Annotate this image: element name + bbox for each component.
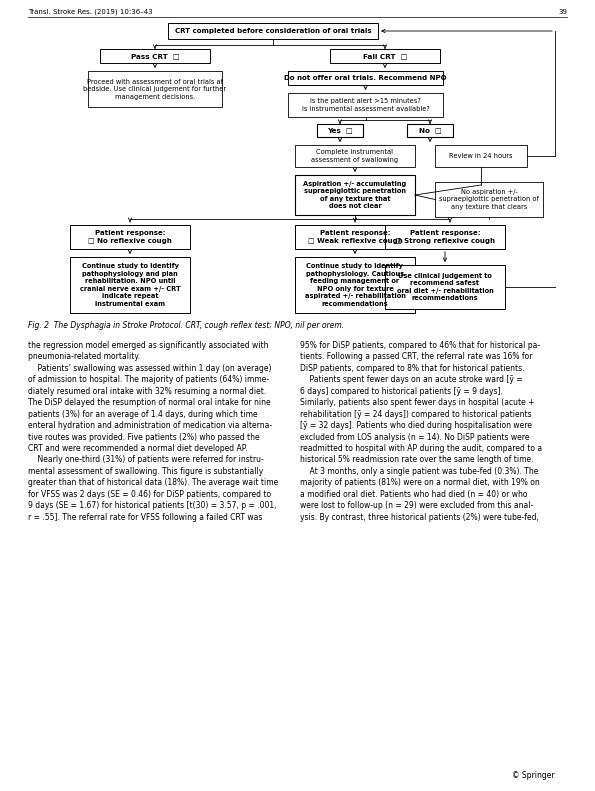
Text: Yes  □: Yes □ (327, 127, 353, 134)
Bar (330, 49, 440, 63)
Text: Fail CRT  □: Fail CRT □ (363, 53, 407, 59)
Text: Transl. Stroke Res. (2019) 10:36–43: Transl. Stroke Res. (2019) 10:36–43 (28, 9, 153, 15)
Bar (295, 225, 415, 249)
Bar (295, 175, 415, 215)
Bar (295, 257, 415, 313)
Bar (70, 257, 190, 313)
Bar (168, 23, 378, 39)
Text: Continue study to identify
pathophysiology. Cautious
feeding management or
NPO o: Continue study to identify pathophysiolo… (305, 263, 405, 307)
Text: No aspiration +/-
supraepiglottic penetration of
any texture that clears: No aspiration +/- supraepiglottic penetr… (439, 189, 539, 210)
Text: Review in 24 hours: Review in 24 hours (449, 153, 513, 159)
Bar (88, 71, 222, 107)
Text: Continue study to identify
pathophysiology and plan
rehabilitation. NPO until
cr: Continue study to identify pathophysiolo… (80, 263, 180, 307)
Text: Fig. 2  The Dysphagia in Stroke Protocol. CRT, cough reflex test; NPO, nil per o: Fig. 2 The Dysphagia in Stroke Protocol.… (28, 321, 344, 330)
Bar (317, 124, 363, 137)
Text: Proceed with assessment of oral trials at
bedside. Use clinical judgement for fu: Proceed with assessment of oral trials a… (83, 78, 227, 100)
Text: Patient response:
□ No reflexive cough: Patient response: □ No reflexive cough (88, 230, 172, 244)
Bar (70, 225, 190, 249)
Text: Do not offer oral trials. Recommend NPO: Do not offer oral trials. Recommend NPO (284, 75, 447, 81)
Text: Pass CRT  □: Pass CRT □ (131, 53, 179, 59)
Text: No  □: No □ (419, 127, 441, 134)
Text: Aspiration +/- accumulating
supraepiglottic penetration
of any texture that
does: Aspiration +/- accumulating supraepiglot… (303, 181, 406, 210)
Bar (435, 182, 543, 217)
Text: Patient response:
□ Strong reflexive cough: Patient response: □ Strong reflexive cou… (395, 230, 495, 244)
Bar (385, 225, 505, 249)
Text: Patient response:
□ Weak reflexive cough: Patient response: □ Weak reflexive cough (308, 230, 402, 244)
Bar (385, 265, 505, 309)
Text: CRT completed before consideration of oral trials: CRT completed before consideration of or… (175, 28, 371, 34)
Text: 39: 39 (558, 9, 567, 15)
Text: © Springer: © Springer (512, 770, 555, 779)
Bar (435, 145, 527, 167)
Text: the regression model emerged as significantly associated with
pneumonia-related : the regression model emerged as signific… (28, 341, 278, 522)
Text: Is the patient alert >15 minutes?
Is instrumental assessment available?: Is the patient alert >15 minutes? Is ins… (302, 98, 430, 112)
Bar (100, 49, 210, 63)
Bar (288, 71, 443, 85)
Bar (288, 93, 443, 117)
Text: 95% for DiSP patients, compared to 46% that for historical pa-
tients. Following: 95% for DiSP patients, compared to 46% t… (300, 341, 542, 522)
Bar (295, 145, 415, 167)
Text: Complete instrumental
assessment of swallowing: Complete instrumental assessment of swal… (311, 149, 399, 163)
Bar (407, 124, 453, 137)
Text: Use clinical judgement to
recommend safest
oral diet +/- rehabilitation
recommen: Use clinical judgement to recommend safe… (397, 273, 493, 301)
